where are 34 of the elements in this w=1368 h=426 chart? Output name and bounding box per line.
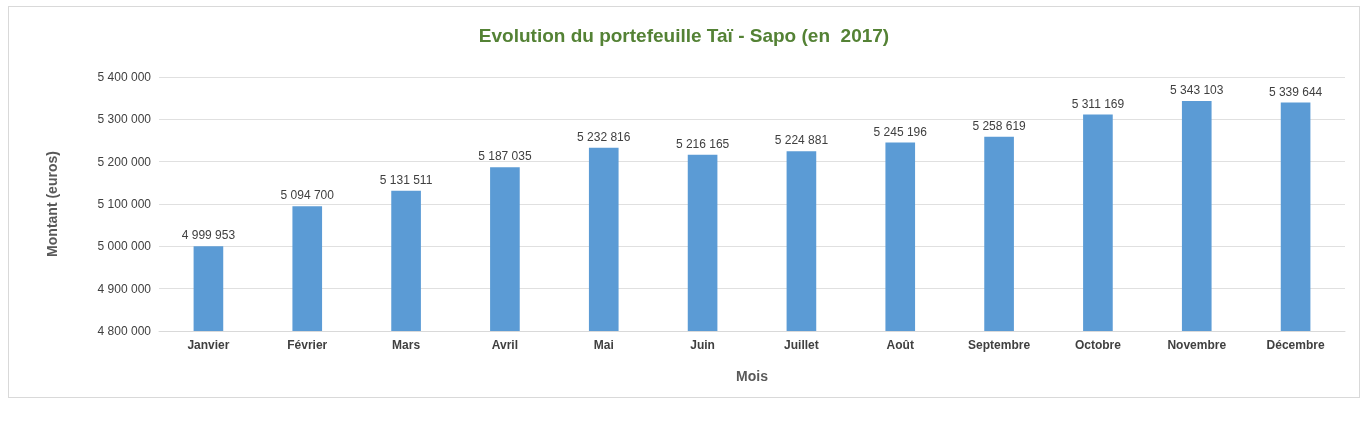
x-tick-label: Mai [593,338,614,352]
y-tick-label: 5 300 000 [97,112,152,127]
y-axis-title: Montant (euros) [44,151,60,257]
y-tick-label: 5 100 000 [97,197,152,211]
y-tick-label: 5 200 000 [97,154,152,169]
x-axis-title: Mois [736,368,769,384]
data-label: 5 258 619 [972,118,1027,133]
x-tick-label: Octobre [1074,338,1122,352]
data-label: 5 187 035 [478,149,532,164]
data-label: 5 311 169 [1071,96,1125,111]
data-label: 5 094 700 [280,188,335,203]
data-label: 5 343 103 [1170,83,1224,98]
data-label: 5 216 165 [675,136,730,151]
x-tick-label: Décembre [1266,338,1325,352]
chart-title: Evolution du portefeuille Taï - Sapo (en 2017) [478,25,890,46]
x-tick-label: Septembre [968,338,1031,352]
data-label: 5 232 816 [577,129,631,144]
x-tick-label: Juillet [784,338,819,352]
data-label: 5 131 511 [379,172,433,187]
x-tick-label: Juin [690,338,715,352]
y-tick-label: 5 000 000 [97,239,152,254]
y-tick-label: 4 900 000 [97,281,152,296]
data-label: 4 999 953 [181,228,236,243]
x-tick-label: Mars [392,338,421,352]
x-tick-label: Août [886,338,914,352]
data-label: 5 245 196 [873,124,928,139]
x-tick-label: Février [287,338,328,352]
x-tick-label: Novembre [1167,338,1227,352]
data-label: 5 339 644 [1268,84,1323,99]
x-tick-label: Janvier [187,338,230,352]
y-tick-label: 5 400 000 [97,70,152,84]
data-label: 5 224 881 [774,133,829,148]
y-tick-label: 4 800 000 [97,324,152,338]
x-tick-label: Avril [491,338,519,352]
